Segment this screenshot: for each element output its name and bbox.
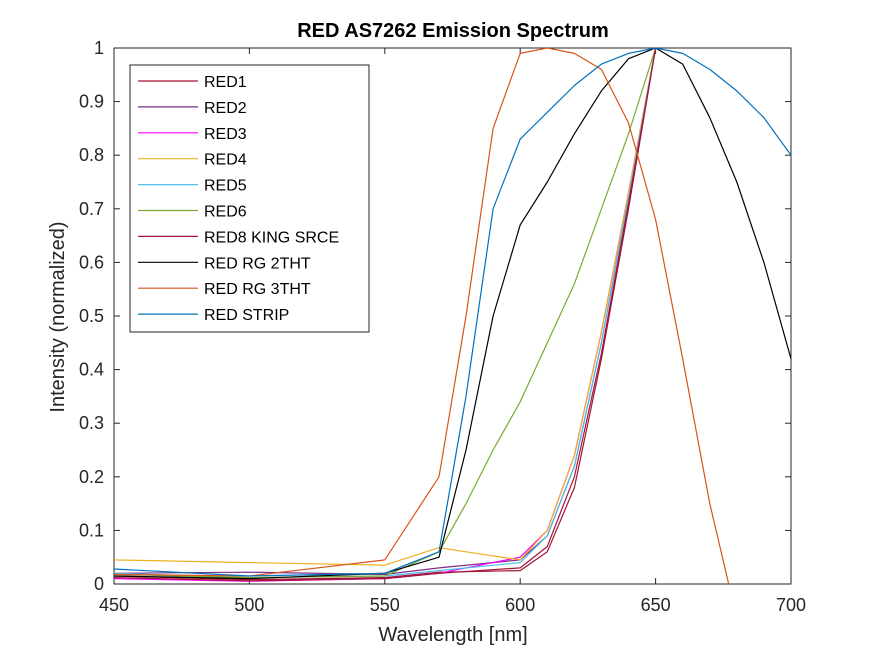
- legend: RED1 RED2 RED3 RED4 RED5 RED6 RED8 KING SRCE RE…: [129, 64, 370, 333]
- y-tick-label: 1: [94, 38, 104, 58]
- series-line-red4: [114, 48, 657, 566]
- series-line-red-rg-3tht: [114, 48, 730, 584]
- y-tick-label: 0.3: [79, 413, 104, 433]
- legend-box: [129, 64, 370, 333]
- series-line-red-strip: [114, 48, 791, 577]
- y-tick-label: 0.4: [79, 360, 104, 380]
- y-axis-title: Intensity (normalized): [47, 221, 69, 412]
- y-tick-label: 0.1: [79, 520, 104, 540]
- legend-label: RED4: [204, 152, 247, 169]
- x-tick-label: 500: [234, 595, 264, 615]
- y-tick-label: 0.2: [79, 467, 104, 487]
- legend-label: RED STRIP: [204, 307, 289, 324]
- x-tick-label: 550: [370, 595, 400, 615]
- series-line-red-rg-2tht: [114, 48, 791, 580]
- x-tick-label: 600: [505, 595, 535, 615]
- x-tick-label: 450: [99, 595, 129, 615]
- series-line-red8-king-srce: [114, 48, 657, 582]
- legend-label: RED RG 3THT: [204, 281, 311, 298]
- x-tick-label: 650: [641, 595, 671, 615]
- series-line-red1: [114, 48, 657, 581]
- legend-label: RED5: [204, 178, 247, 195]
- y-tick-label: 0.5: [79, 306, 104, 326]
- y-tick-label: 0.7: [79, 199, 104, 219]
- series-line-red6: [114, 48, 657, 579]
- legend-label: RED1: [204, 74, 247, 91]
- legend-label: RED8 KING SRCE: [204, 229, 339, 246]
- legend-label: RED RG 2THT: [204, 255, 311, 272]
- y-tick-label: 0.8: [79, 145, 104, 165]
- legend-label: RED3: [204, 126, 247, 143]
- legend-label: RED6: [204, 204, 247, 221]
- series-lines: [114, 48, 791, 584]
- y-tick-label: 0.9: [79, 92, 104, 112]
- chart-title: RED AS7262 Emission Spectrum: [297, 20, 609, 42]
- y-tick-label: 0: [94, 574, 104, 594]
- legend-label: RED2: [204, 100, 247, 117]
- y-tick-label: 0.6: [79, 252, 104, 272]
- x-tick-label: 700: [776, 595, 806, 615]
- x-axis-title: Wavelength [nm]: [378, 624, 527, 646]
